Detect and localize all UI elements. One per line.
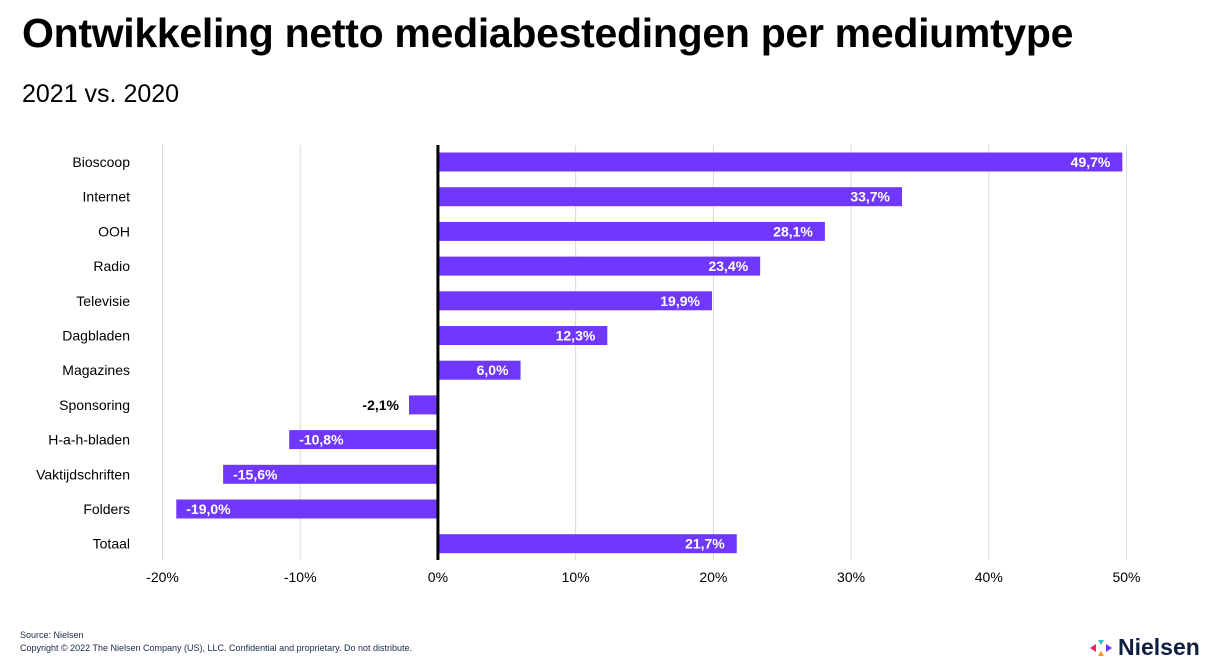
bar	[409, 395, 438, 415]
tick-labels: -20% -10% 0% 10% 20% 30% 40% 50%	[146, 569, 1140, 585]
copyright-note: Copyright © 2022 The Nielsen Company (US…	[20, 643, 412, 653]
x-tick-label: 10%	[562, 569, 590, 585]
x-tick-label: -10%	[284, 569, 317, 585]
value-label: 33,7%	[850, 189, 890, 205]
category-label: Folders	[83, 501, 130, 517]
value-labels: 49,7% 33,7% 28,1% 23,4% 19,9% 12,3% 6,0% -2,1% -…	[186, 154, 1111, 552]
category-label: Sponsoring	[59, 397, 130, 413]
bar	[437, 256, 761, 276]
bar	[437, 291, 712, 311]
category-label: Radio	[93, 258, 130, 274]
value-label: -15,6%	[233, 466, 278, 482]
bar	[437, 360, 521, 380]
category-label: Bioscoop	[72, 154, 130, 170]
chart-subtitle: 2021 vs. 2020	[22, 80, 180, 108]
category-label: Vaktijdschriften	[36, 466, 130, 482]
value-label: -10,8%	[299, 432, 344, 448]
category-label: OOH	[98, 223, 130, 239]
category-label: Magazines	[62, 362, 130, 378]
category-label: H-a-h-bladen	[48, 432, 130, 448]
chart-title: Ontwikkeling netto mediabestedingen per …	[22, 10, 1074, 56]
bar	[437, 221, 825, 241]
bars	[176, 152, 1123, 554]
value-label: 28,1%	[773, 223, 813, 239]
value-label: -2,1%	[362, 397, 399, 413]
logo-text: Nielsen	[1118, 634, 1200, 660]
category-labels: Bioscoop Internet OOH Radio Televisie Dagblad…	[36, 154, 130, 552]
category-label: Totaal	[93, 536, 130, 552]
value-label: 12,3%	[556, 328, 596, 344]
x-tick-label: -20%	[146, 569, 179, 585]
bar-chart: Bioscoop Internet OOH Radio Televisie Dagblad…	[36, 145, 1141, 585]
category-label: Televisie	[76, 293, 130, 309]
category-label: Internet	[83, 189, 131, 205]
value-label: 19,9%	[660, 293, 700, 309]
nielsen-logo: Nielsen	[1088, 634, 1200, 661]
x-tick-label: 50%	[1112, 569, 1140, 585]
bar	[223, 464, 438, 484]
gridlines	[162, 145, 1127, 560]
value-label: 21,7%	[685, 536, 725, 552]
x-tick-label: 30%	[837, 569, 865, 585]
bar	[437, 152, 1123, 172]
value-label: 6,0%	[477, 362, 509, 378]
value-label: -19,0%	[186, 501, 231, 517]
x-tick-label: 20%	[699, 569, 727, 585]
source-note: Source: Nielsen	[20, 630, 84, 640]
value-label: 23,4%	[708, 258, 748, 274]
bar	[437, 534, 737, 554]
x-tick-label: 0%	[428, 569, 448, 585]
category-label: Dagbladen	[62, 328, 130, 344]
nielsen-logo-icon	[1090, 639, 1112, 656]
bar	[437, 326, 608, 345]
bar	[437, 187, 903, 207]
value-label: 49,7%	[1071, 154, 1111, 170]
x-tick-label: 40%	[975, 569, 1003, 585]
bar	[289, 430, 438, 450]
bar	[176, 499, 438, 519]
